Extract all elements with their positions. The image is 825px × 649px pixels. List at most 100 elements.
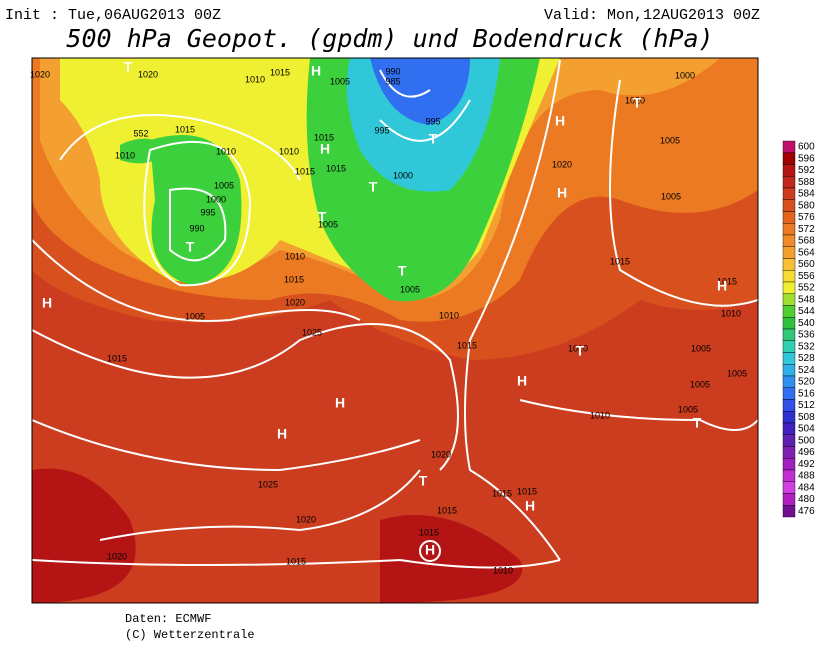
legend-swatch	[782, 305, 796, 318]
legend-swatch	[782, 246, 796, 259]
legend-swatch	[782, 187, 796, 200]
legend-swatch	[782, 258, 796, 271]
isobar-label: 1025	[302, 327, 322, 337]
legend-label: 524	[798, 365, 815, 376]
legend-label: 556	[798, 271, 815, 282]
isobar-label: 1000	[675, 70, 695, 80]
pressure-center: H	[717, 278, 727, 294]
isobar-label: 1005	[691, 343, 711, 353]
isobar-label: 1015	[286, 556, 306, 566]
pressure-center: T	[429, 131, 438, 147]
isobar-label: 1015	[175, 124, 195, 134]
legend-label: 484	[798, 482, 815, 493]
isobar-label: 1005	[318, 219, 338, 229]
pressure-center: T	[419, 473, 428, 489]
isobar-label: 1015	[437, 505, 457, 515]
pressure-center: H	[555, 113, 565, 129]
legend-swatch	[782, 281, 796, 294]
isobar-label: 995	[374, 125, 389, 135]
legend-label: 532	[798, 341, 815, 352]
isobar-label: 1015	[314, 132, 334, 142]
legend-label: 512	[798, 400, 815, 411]
isobar-label: 1010	[493, 565, 513, 575]
pressure-center: T	[693, 415, 702, 431]
legend-label: 508	[798, 412, 815, 423]
isobar-label: 1005	[214, 180, 234, 190]
source: Daten: ECMWF	[125, 612, 211, 626]
isobar-label: 1015	[295, 166, 315, 176]
legend-label: 568	[798, 236, 815, 247]
pressure-center: H	[320, 141, 330, 157]
legend-swatch	[782, 364, 796, 377]
pressure-center: T	[576, 343, 585, 359]
isobar-label: 1015	[717, 276, 737, 286]
isobar-label: 1010	[245, 74, 265, 84]
isobar-label: 1010	[216, 146, 236, 156]
isobar-label: 1005	[727, 368, 747, 378]
isobar-label: 1005	[185, 311, 205, 321]
legend-swatch	[782, 317, 796, 330]
pressure-center: T	[318, 209, 327, 225]
legend-label: 600	[798, 142, 815, 153]
isobar-label: 1005	[660, 135, 680, 145]
isobar-label: 1010	[439, 310, 459, 320]
pressure-center: H	[557, 185, 567, 201]
pressure-center: T	[124, 59, 133, 75]
legend-label: 492	[798, 459, 815, 470]
legend-swatch	[782, 164, 796, 177]
isobar-label: 990	[385, 66, 400, 76]
isobar-label: 1015	[419, 527, 439, 537]
init-time: Init : Tue,06AUG2013 00Z	[5, 7, 221, 24]
legend-swatch	[782, 458, 796, 471]
pressure-center: H	[335, 395, 345, 411]
legend-swatch	[782, 211, 796, 224]
legend-swatch	[782, 505, 796, 518]
isobar-label: 1005	[678, 404, 698, 414]
legend-label: 480	[798, 494, 815, 505]
legend-swatch	[782, 446, 796, 459]
pressure-center: H	[525, 498, 535, 514]
isobar-label: 1015	[270, 67, 290, 77]
legend-swatch	[782, 493, 796, 506]
legend-label: 560	[798, 259, 815, 270]
legend-swatch	[782, 481, 796, 494]
pressure-center: T	[398, 263, 407, 279]
legend-label: 520	[798, 377, 815, 388]
legend-swatch	[782, 434, 796, 447]
isobar-label: 1020	[138, 69, 158, 79]
isobar-label: 1015	[457, 340, 477, 350]
isobar-label: 1020	[625, 95, 645, 105]
isobar-label: 1010	[590, 410, 610, 420]
legend-swatch	[782, 152, 796, 165]
legend-label: 588	[798, 177, 815, 188]
legend-label: 536	[798, 330, 815, 341]
legend-swatch	[782, 387, 796, 400]
legend-label: 496	[798, 447, 815, 458]
pressure-center: H	[42, 295, 52, 311]
legend-swatch	[782, 234, 796, 247]
legend-swatch	[782, 352, 796, 365]
isobar-label: 995	[200, 207, 215, 217]
legend-label: 584	[798, 189, 815, 200]
pressure-center: H	[517, 373, 527, 389]
isobar-label: 1020	[431, 449, 451, 459]
isobar-label: 1020	[285, 297, 305, 307]
pressure-center: T	[633, 95, 642, 111]
isobar-label: 1020	[107, 551, 127, 561]
legend-swatch	[782, 223, 796, 236]
legend-label: 552	[798, 283, 815, 294]
isobar-label: 985	[385, 76, 400, 86]
pressure-center: H	[277, 426, 287, 442]
isobar-label: 1010	[115, 150, 135, 160]
legend-label: 504	[798, 424, 815, 435]
legend-label: 500	[798, 435, 815, 446]
isobar-label: 1015	[492, 488, 512, 498]
valid-time: Valid: Mon,12AUG2013 00Z	[544, 7, 760, 24]
isobar-label: 1015	[610, 256, 630, 266]
legend-swatch	[782, 469, 796, 482]
legend-label: 544	[798, 306, 815, 317]
legend-swatch	[782, 176, 796, 189]
legend-label: 564	[798, 247, 815, 258]
legend-swatch	[782, 399, 796, 412]
legend-label: 596	[798, 153, 815, 164]
